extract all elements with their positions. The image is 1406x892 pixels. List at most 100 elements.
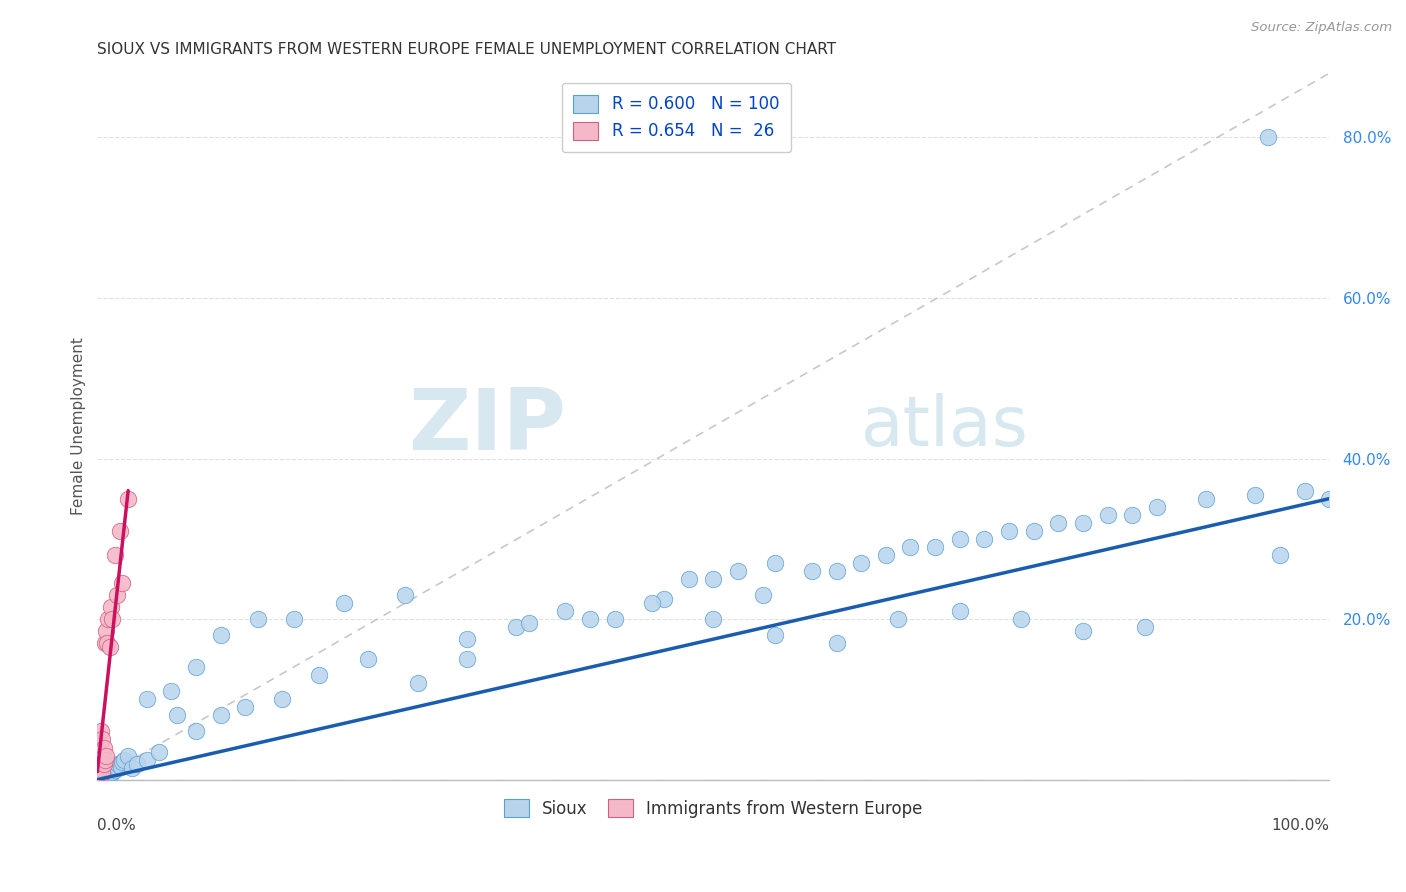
Point (93, 770, 115, 784)
Point (90, 772, 112, 786)
Point (702, 572, 724, 586)
Point (652, 592, 675, 607)
Point (101, 764, 124, 779)
Point (148, 745, 170, 759)
Point (184, 724, 207, 739)
Point (825, 636, 848, 650)
Text: atlas: atlas (860, 392, 1029, 460)
Point (1268, 548, 1291, 562)
Text: SIOUX VS IMMIGRANTS FROM WESTERN EUROPE FEMALE UNEMPLOYMENT CORRELATION CHART: SIOUX VS IMMIGRANTS FROM WESTERN EUROPE … (97, 42, 837, 57)
Point (1146, 500, 1168, 514)
Point (117, 491, 139, 506)
Point (1257, 130, 1279, 145)
Point (104, 758, 127, 772)
Point (89, 768, 111, 782)
Point (89, 766, 111, 780)
Point (93, 753, 115, 767)
Point (89, 761, 111, 775)
Point (100, 763, 122, 777)
Point (87, 769, 110, 783)
Point (800, 564, 823, 578)
Point (1097, 508, 1119, 522)
Point (117, 748, 139, 763)
Point (1071, 624, 1094, 639)
Point (96, 636, 118, 650)
Point (998, 524, 1021, 538)
Point (93, 740, 115, 755)
Point (98, 769, 121, 783)
Point (96, 770, 118, 784)
Point (1133, 620, 1156, 634)
Point (456, 652, 478, 666)
Point (91, 767, 114, 781)
Point (271, 692, 294, 706)
Point (94, 748, 117, 763)
Point (283, 612, 305, 626)
Point (104, 763, 127, 777)
Point (98, 640, 121, 655)
Point (209, 628, 232, 642)
Point (107, 756, 129, 771)
Point (1047, 516, 1070, 530)
Point (105, 588, 128, 602)
Point (763, 556, 786, 570)
Point (98, 766, 121, 780)
Point (91, 771, 114, 785)
Point (90, 769, 112, 783)
Point (160, 684, 183, 698)
Point (97, 769, 120, 783)
Point (135, 753, 157, 767)
Y-axis label: Female Unemployment: Female Unemployment (72, 337, 86, 516)
Point (209, 708, 232, 723)
Point (1195, 491, 1218, 506)
Point (641, 596, 664, 610)
Point (90, 724, 112, 739)
Point (91, 769, 114, 783)
Point (1244, 488, 1267, 502)
Point (406, 676, 429, 690)
Point (104, 548, 127, 562)
Point (87, 772, 110, 786)
Point (678, 572, 700, 586)
Point (517, 616, 540, 631)
Point (924, 540, 946, 554)
Point (949, 532, 972, 546)
Point (87, 769, 110, 783)
Point (105, 761, 128, 775)
Point (973, 532, 995, 546)
Point (505, 620, 527, 634)
Point (727, 564, 749, 578)
Point (121, 761, 143, 775)
Point (89, 769, 111, 783)
Point (1294, 483, 1316, 498)
Point (184, 660, 207, 674)
Point (96, 767, 118, 781)
Point (89, 771, 111, 785)
Point (87, 770, 110, 784)
Point (887, 612, 910, 626)
Point (233, 700, 256, 714)
Point (166, 708, 188, 723)
Point (94, 769, 117, 783)
Point (110, 760, 132, 774)
Point (94, 624, 117, 639)
Point (394, 588, 416, 602)
Point (103, 761, 125, 775)
Point (89, 770, 111, 784)
Point (101, 612, 124, 626)
Point (554, 604, 576, 618)
Point (603, 612, 626, 626)
Point (825, 564, 848, 578)
Point (308, 668, 330, 682)
Point (1022, 524, 1045, 538)
Point (875, 548, 897, 562)
Point (849, 556, 872, 570)
Point (87, 764, 110, 779)
Point (100, 600, 122, 615)
Point (94, 766, 117, 780)
Point (246, 612, 269, 626)
Point (91, 764, 114, 779)
Point (87, 772, 110, 786)
Point (125, 756, 148, 771)
Point (93, 768, 115, 782)
